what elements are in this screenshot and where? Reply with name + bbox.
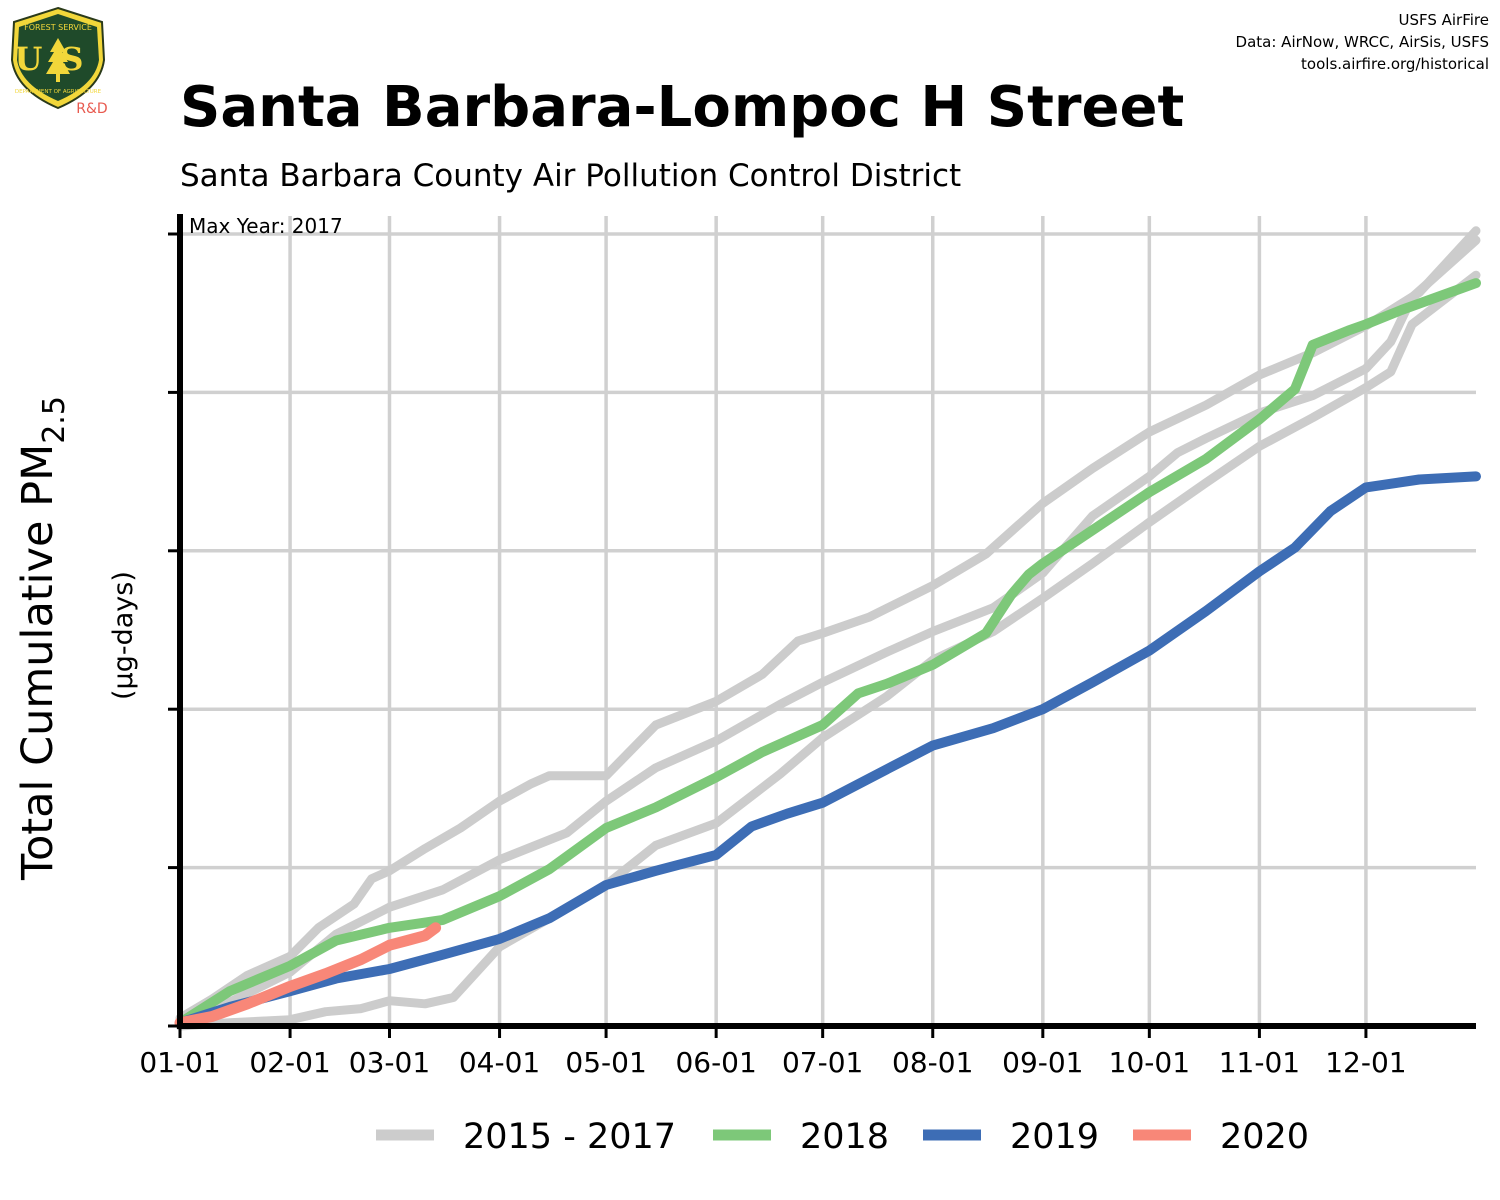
- y-axis-unit: (µg-days): [108, 571, 139, 700]
- grid-lines: [180, 216, 1476, 1026]
- axes: [168, 214, 1476, 1038]
- x-tick-label-12-01: 12-01: [1325, 1046, 1406, 1079]
- x-tick-label-01-01: 01-01: [139, 1046, 220, 1079]
- forest-service-logo: FOREST SERVICE US DEPARTMENT OF AGRICULT…: [10, 6, 108, 117]
- max-year-annotation: Max Year: 2017: [189, 214, 343, 238]
- logo-bottom-text: DEPARTMENT OF AGRICULTURE: [15, 89, 102, 95]
- series-line-4: [175, 471, 1481, 1028]
- x-tick-label-04-01: 04-01: [459, 1046, 540, 1079]
- x-tick-label-06-01: 06-01: [675, 1046, 756, 1079]
- chart-subtitle: Santa Barbara County Air Pollution Contr…: [180, 158, 961, 194]
- x-tick-label-08-01: 08-01: [892, 1046, 973, 1079]
- legend-label-0: 2015 - 2017: [463, 1117, 676, 1157]
- series-line-2: [175, 270, 1481, 1031]
- tree-icon: [46, 38, 70, 74]
- x-tick-label-02-01: 02-01: [249, 1046, 330, 1079]
- series-line-3: [175, 278, 1481, 1028]
- legend-label-2: 2019: [1010, 1117, 1099, 1157]
- y-axis-label-main: Total Cumulative PM: [13, 444, 63, 881]
- y-axis-label-subscript: 2.5: [37, 396, 72, 444]
- chart-title: Santa Barbara-Lompoc H Street: [180, 75, 1184, 140]
- series-line-0: [175, 226, 1481, 1023]
- x-tick-label-05-01: 05-01: [565, 1046, 646, 1079]
- x-tick-labels: 01-01 02-01 03-01 04-01 05-01 06-01 07-01 08-01…: [139, 1046, 1406, 1079]
- credit-line-1: USFS AirFire: [1398, 11, 1489, 29]
- x-tick-label-09-01: 09-01: [1002, 1046, 1083, 1079]
- credit-line-2: Data: AirNow, WRCC, AirSis, USFS: [1236, 33, 1489, 51]
- x-tick-label-03-01: 03-01: [349, 1046, 430, 1079]
- legend: 2015 - 2017 2018 2019 2020: [376, 1117, 1309, 1157]
- legend-label-3: 2020: [1220, 1117, 1309, 1157]
- series-line-5: [174, 922, 442, 1029]
- x-tick-label-07-01: 07-01: [782, 1046, 863, 1079]
- logo-badge: R&D: [76, 101, 107, 117]
- series-line-1: [175, 235, 1481, 1028]
- y-axis-label: Total Cumulative PM2.5: [13, 396, 72, 881]
- series-lines: [174, 226, 1481, 1031]
- legend-label-1: 2018: [800, 1117, 889, 1157]
- logo-top-text: FOREST SERVICE: [24, 23, 92, 32]
- credit-line-3: tools.airfire.org/historical: [1301, 55, 1489, 73]
- x-tick-label-10-01: 10-01: [1109, 1046, 1190, 1079]
- y-axis-label-group: Total Cumulative PM2.5: [13, 396, 72, 881]
- x-tick-label-11-01: 11-01: [1219, 1046, 1300, 1079]
